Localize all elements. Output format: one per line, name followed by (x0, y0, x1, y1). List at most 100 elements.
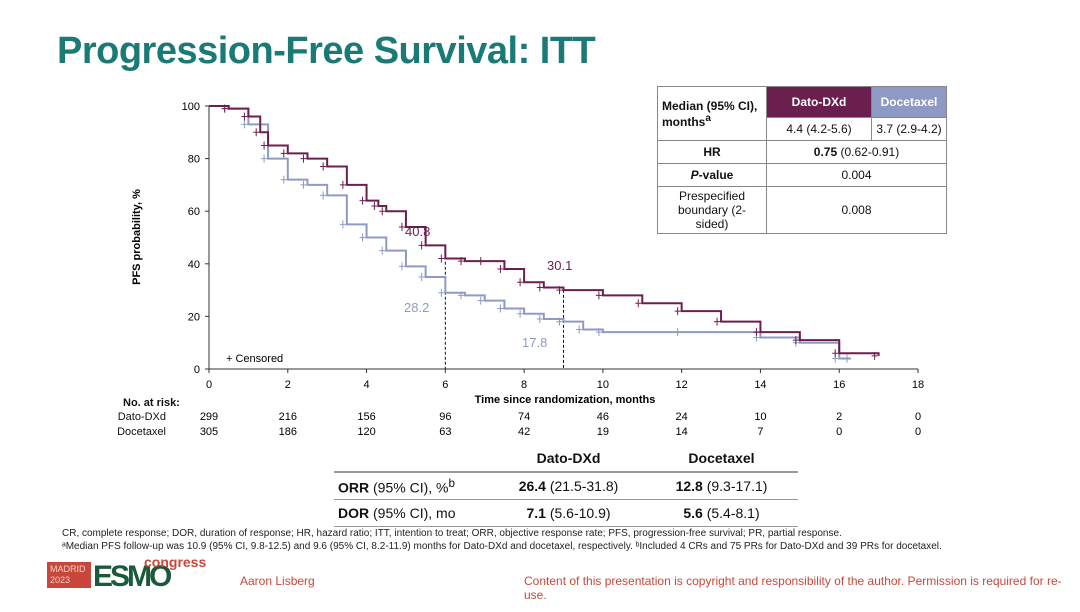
y-tick-label: 80 (188, 154, 200, 166)
censor-mark (497, 304, 504, 313)
risk-value: 46 (597, 411, 609, 423)
y-tick-label: 100 (182, 101, 200, 113)
p-rest: -value (698, 168, 734, 182)
hr-label: HR (657, 140, 767, 164)
risk-value: 42 (518, 426, 530, 438)
resp-label-rest: (95% CI), % (369, 479, 449, 496)
risk-value: 63 (439, 426, 451, 438)
resp-ci: (5.4-8.1) (702, 505, 760, 521)
hr-cell: 0.75 (0.62-0.91) (766, 140, 947, 164)
censor-mark (438, 288, 445, 297)
x-tick-label: 4 (363, 379, 369, 391)
censor-mark (359, 196, 366, 205)
risk-value: 19 (597, 426, 609, 438)
censor-mark (359, 233, 366, 242)
censor-mark (458, 257, 465, 266)
resp-ci: (5.6-10.9) (545, 505, 611, 521)
censor-mark (595, 328, 602, 337)
censor-mark (595, 291, 602, 300)
censor-mark (536, 315, 543, 324)
censor-mark (844, 354, 851, 363)
censor-mark (253, 128, 260, 137)
censor-mark (221, 104, 228, 113)
km-curve-dato-dxd (209, 105, 880, 356)
resp-label-rest: (95% CI), mo (369, 505, 456, 521)
resp-row: DOR (95% CI), mo 7.1 (5.6-10.9) 5.6 (5.4-8… (334, 499, 798, 527)
median-dato: 4.4 (4.2-5.6) (766, 117, 872, 141)
median-annotation: 28.2 (404, 300, 429, 315)
censor-mark (556, 317, 563, 326)
logo-city: MADRID (50, 564, 86, 574)
censor-mark (418, 272, 425, 281)
censor-mark (280, 149, 287, 158)
censor-mark (497, 265, 504, 274)
y-tick-label: 40 (188, 259, 200, 271)
risk-value: 0 (836, 426, 842, 438)
censor-mark (674, 307, 681, 316)
x-axis-title: Time since randomization, months (475, 394, 656, 406)
median-label: Median (95% CI), months (662, 98, 758, 129)
censor-mark (792, 336, 799, 345)
x-tick-label: 10 (597, 379, 609, 391)
risk-value: 186 (279, 426, 297, 438)
censor-mark (320, 191, 327, 200)
censor-mark (714, 317, 721, 326)
p-label: P-value (657, 163, 767, 187)
censor-mark (674, 328, 681, 337)
x-tick-label: 0 (206, 379, 212, 391)
censor-mark (398, 222, 405, 231)
risk-value: 96 (439, 411, 451, 423)
censor-mark (300, 180, 307, 189)
censor-mark (339, 180, 346, 189)
resp-h1: Dato-DXd (492, 445, 645, 473)
hr-value: 0.75 (813, 145, 838, 159)
risk-value: 156 (357, 411, 375, 423)
y-tick-label: 20 (188, 311, 200, 323)
censor-mark (418, 241, 425, 250)
resp-h2: Docetaxel (645, 445, 798, 473)
risk-value: 14 (676, 426, 688, 438)
censor-mark (536, 283, 543, 292)
x-tick-label: 14 (754, 379, 766, 391)
censor-mark (241, 120, 248, 129)
median-annotation: 40.8 (405, 224, 430, 239)
y-tick-label: 60 (188, 206, 200, 218)
censor-mark (753, 328, 760, 337)
copyright: Content of this presentation is copyrigh… (524, 574, 1062, 602)
risk-row-name: Dato-DXd (117, 411, 166, 423)
sup: b (448, 476, 455, 490)
risk-value: 299 (200, 411, 218, 423)
risk-value: 0 (915, 411, 921, 423)
censor-mark (398, 262, 405, 271)
boundary-label: Prespecified boundary (2-sided) (657, 186, 767, 234)
censor-mark (635, 299, 642, 308)
censor-mark (477, 257, 484, 266)
y-axis-title: PFS probability, % (131, 189, 143, 285)
risk-row-name: Docetaxel (117, 426, 166, 438)
resp-v: 26.4 (518, 478, 546, 494)
p-italic: P (690, 168, 699, 182)
col-doce: Docetaxel (871, 86, 947, 118)
median-doce: 3.7 (2.9-4.2) (871, 117, 947, 141)
page-title: Progression-Free Survival: ITT (57, 30, 596, 72)
censor-mark (320, 162, 327, 171)
censor-mark (241, 112, 248, 121)
resp-v: 5.6 (683, 505, 703, 521)
logo-year: 2023 (50, 575, 71, 585)
response-table: Dato-DXd Docetaxel ORR (95% CI), %b 26.4 (… (334, 445, 798, 527)
resp-label: ORR (338, 479, 370, 496)
censor-mark (517, 278, 524, 287)
x-tick-label: 6 (442, 379, 448, 391)
risk-value: 0 (915, 426, 921, 438)
resp-row: ORR (95% CI), %b 26.4 (21.5-31.8) 12.8 (9.… (334, 472, 798, 500)
boundary-value: 0.008 (766, 186, 947, 234)
sup: a (705, 112, 711, 124)
censor-mark (379, 207, 386, 216)
logo-esmo: ESMO (93, 560, 172, 593)
footnote-a: ᵃMedian PFS follow-up was 10.9 (95% CI, … (62, 541, 942, 552)
censor-mark (300, 154, 307, 163)
risk-value: 305 (200, 426, 218, 438)
censor-mark (871, 351, 878, 360)
x-tick-label: 2 (285, 379, 291, 391)
legend-censored: + Censored (226, 353, 283, 365)
